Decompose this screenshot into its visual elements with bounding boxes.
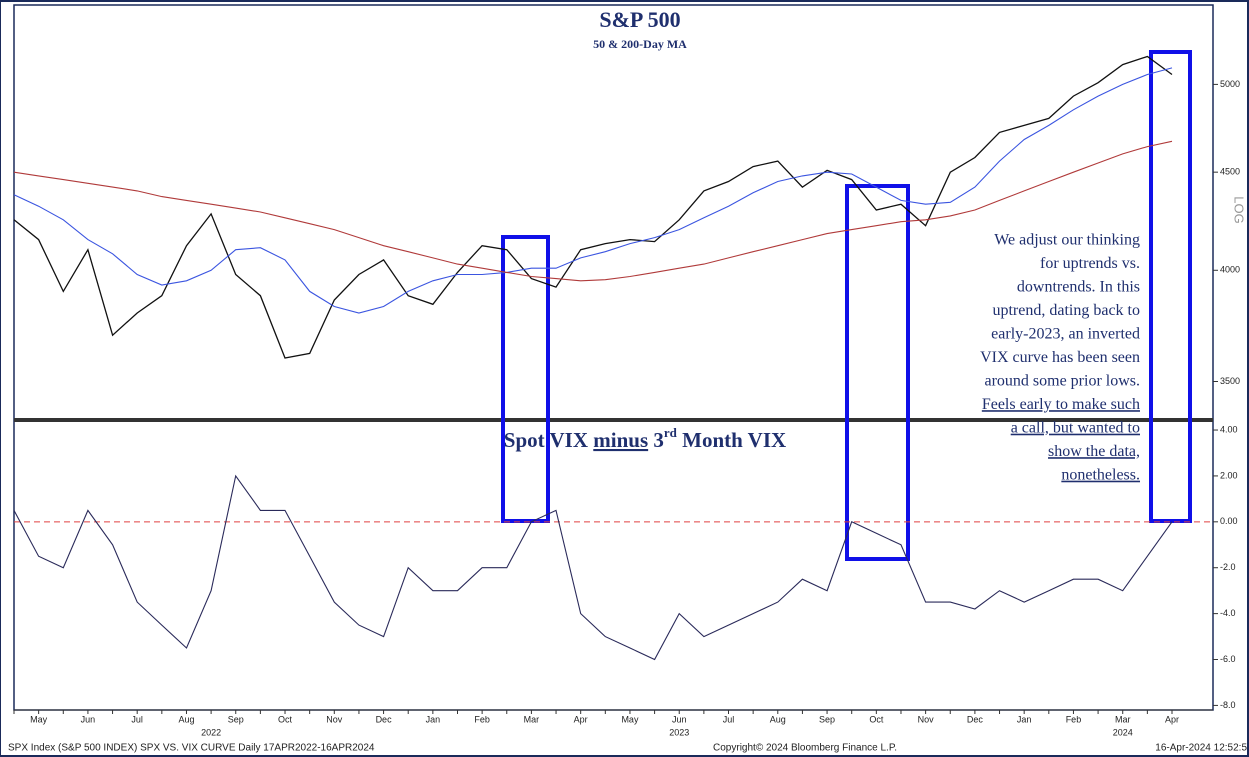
title-part: Month VIX [677,428,786,452]
y-tick-label: -4.0 [1220,608,1236,618]
highlight-box [845,184,910,561]
annotation-line: We adjust our thinking [994,232,1140,249]
series-line [13,140,1173,282]
x-tick-label: May [621,714,639,724]
annotation: We adjust our thinking for uptrends vs. do… [980,232,1140,484]
annotation-line: VIX curve has been seen [980,349,1140,366]
x-tick-label: Sep [819,714,835,724]
footer-center: Copyright© 2024 Bloomberg Finance L.P. [713,743,897,754]
annotation-line: nonetheless. [1061,467,1140,484]
x-tick-label: Mar [1115,714,1131,724]
y-tick-label: -8.0 [1220,700,1236,710]
footer-right: 16-Apr-2024 12:52:5 [1155,743,1247,754]
y-tick-label: 4000 [1220,265,1240,275]
x-tick-label: May [30,714,48,724]
series-line [13,55,1173,359]
x-tick-label: Feb [1066,714,1082,724]
x-tick-label: Sep [228,714,244,724]
title-part: 3 [648,428,664,452]
y-tick-label: 4.00 [1220,424,1238,434]
panel-title: Spot VIX minus 3rd Month VIX [504,425,786,451]
annotation-line: show the data, [1048,443,1140,460]
y-tick-label: -2.0 [1220,562,1236,572]
highlight-box [1149,50,1192,523]
title-part: minus [593,428,648,452]
x-tick-label: Apr [574,714,588,724]
year-label: 2024 [1113,727,1133,737]
annotation-line: uptrend, dating back to [992,302,1140,319]
annotation-line: downtrends. In this [1017,279,1140,296]
x-tick-label: Oct [278,714,293,724]
x-tick-label: Apr [1165,714,1179,724]
y-tick-label: 3500 [1220,376,1240,386]
y-tick-label: 5000 [1220,79,1240,89]
x-tick-label: Nov [918,714,935,724]
y-tick-label: 2.00 [1220,470,1238,480]
annotation-line: a call, but wanted to [1011,420,1140,437]
y-tick-label: 0.00 [1220,516,1238,526]
x-tick-label: Mar [524,714,540,724]
x-tick-label: Dec [967,714,984,724]
series-line [13,474,1173,661]
y-tick-label: -6.0 [1220,654,1236,664]
chart-title: S&P 500 [599,7,680,32]
year-label: 2023 [669,727,689,737]
x-tick-label: Jul [131,714,143,724]
annotation-line: Feels early to make such [982,396,1140,413]
x-tick-label: Jan [426,714,441,724]
x-tick-label: Jul [723,714,735,724]
y-tick-label: 4500 [1220,167,1240,177]
x-tick-label: Nov [326,714,343,724]
x-tick-label: Oct [869,714,884,724]
series-line [13,67,1173,314]
chart-subtitle: 50 & 200-Day MA [593,37,687,51]
title-part: rd [664,425,678,440]
x-tick-label: Jun [81,714,96,724]
annotation-line: for uptrends vs. [1040,255,1140,272]
year-label: 2022 [201,727,221,737]
footer-left: SPX Index (S&P 500 INDEX) SPX VS. VIX CU… [8,743,375,754]
x-tick-label: Aug [178,714,194,724]
x-tick-label: Feb [474,714,490,724]
highlight-box [501,235,550,523]
x-tick-label: Aug [770,714,786,724]
log-label: LOG [1232,196,1247,223]
highlight-boxes [501,50,1192,561]
annotation-line: early-2023, an inverted [991,326,1140,343]
annotation-line: around some prior lows. [984,373,1140,390]
x-tick-label: Jun [672,714,687,724]
x-tick-label: Dec [376,714,393,724]
x-tick-label: Jan [1017,714,1032,724]
